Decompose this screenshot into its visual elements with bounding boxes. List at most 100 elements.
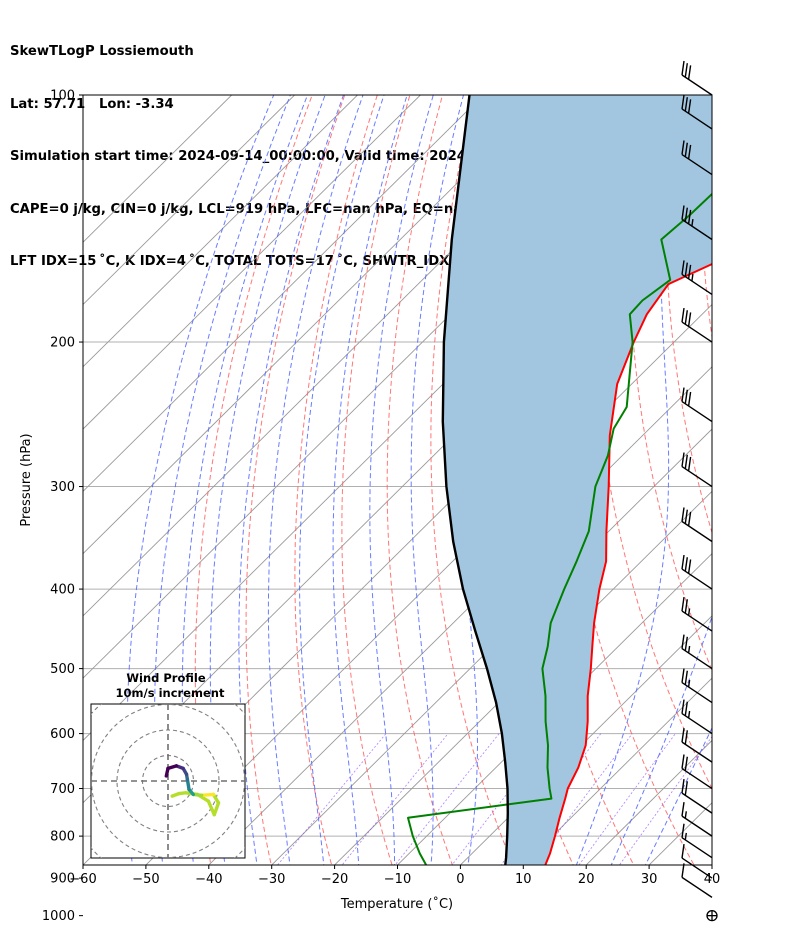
moist-adiabat: [238, 95, 344, 865]
barb-feather: [681, 260, 685, 275]
isotherm: [83, 95, 547, 555]
barb-feather: [684, 97, 688, 112]
barb-staff: [681, 108, 713, 130]
dry-adiabat: [245, 95, 346, 865]
hodograph-rings: [91, 704, 245, 858]
barb-staff: [681, 273, 713, 296]
barb-feather: [684, 310, 688, 325]
isotherm: [522, 677, 712, 865]
barb-feather: [684, 207, 688, 222]
wind-barb: [681, 754, 713, 790]
dry-adiabat: [294, 95, 378, 865]
dry-adiabat: [553, 95, 695, 865]
barb-feather: [684, 756, 688, 771]
barb-feather: [681, 507, 685, 522]
barb-feather: [684, 389, 688, 404]
barb-feather: [687, 144, 692, 160]
barb-feather: [681, 387, 685, 402]
barb-feather: [687, 559, 692, 574]
barb-staff: [681, 837, 713, 859]
wind-barb: [681, 843, 713, 879]
y-tick-label: 1000: [42, 909, 75, 924]
barb-feather: [681, 699, 685, 714]
barb-staff: [681, 648, 713, 670]
hodograph-trace: [164, 764, 221, 817]
mixing-ratio-line: [619, 735, 712, 865]
x-tick-label: 10: [515, 872, 532, 887]
dry-adiabat: [700, 95, 712, 341]
barb-feather: [681, 554, 685, 570]
barb-feather: [681, 60, 685, 76]
barb-feather: [684, 636, 688, 651]
x-tick-label: 20: [578, 872, 595, 887]
barb-staff: [681, 520, 713, 543]
hodograph-segment: [164, 766, 170, 778]
barb-staff: [681, 741, 713, 763]
barb-staff: [681, 857, 713, 879]
barb-feather: [681, 634, 685, 649]
isotherm: [83, 95, 484, 492]
wind-barb: [681, 140, 713, 176]
x-tick-label: −40: [195, 872, 222, 887]
inset-subtitle: 10m/s increment: [116, 686, 225, 700]
barb-feather: [687, 391, 692, 407]
wind-barbs: [681, 60, 718, 922]
cape-shading: [442, 95, 712, 865]
y-tick-label: 300: [50, 480, 75, 495]
y-tick-label: 200: [50, 336, 75, 351]
wind-barb: [681, 387, 713, 423]
barb-feather: [681, 843, 685, 859]
barb-half-feather: [691, 273, 694, 282]
wind-barb: [681, 94, 713, 130]
wind-barb: [681, 634, 713, 670]
barb-feather: [684, 142, 688, 157]
isotherm: [83, 95, 358, 368]
moist-adiabat: [458, 95, 500, 865]
barb-feather: [687, 65, 692, 80]
x-tick-label: 40: [704, 872, 721, 887]
barb-staff: [681, 153, 713, 176]
y-axis-ticks: 100 200 300 400 500 600 700 800 900 1000: [42, 89, 83, 924]
barb-feather: [684, 670, 688, 685]
barb-feather: [681, 596, 685, 612]
y-tick-label: 100: [50, 89, 75, 104]
barb-staff: [681, 400, 713, 423]
temperature-line: [544, 262, 712, 865]
barb-feather: [684, 781, 688, 796]
barb-staff: [681, 815, 713, 837]
isotherm: [83, 95, 295, 306]
x-axis-ticks: −60 −50 −40 −30 −20 −10 0 10 20 30 40: [69, 865, 720, 887]
x-tick-label: −10: [384, 872, 411, 887]
hodograph-segment: [199, 792, 216, 798]
parcel-line: [441, 95, 509, 865]
wind-barb: [681, 452, 713, 488]
barb-staff: [681, 610, 713, 632]
barb-feather: [687, 99, 692, 114]
barb-feather: [681, 779, 685, 794]
x-tick-label: −30: [258, 872, 285, 887]
barb-staff: [681, 681, 713, 704]
barb-half-feather: [687, 710, 691, 719]
moist-adiabat: [267, 95, 364, 865]
isotherm: [333, 490, 712, 865]
y-tick-label: 600: [50, 727, 75, 742]
barb-staff: [681, 713, 713, 735]
mixing-ratio-line: [533, 733, 633, 865]
barb-staff: [681, 465, 713, 488]
wind-barb: [681, 507, 713, 543]
barb-feather: [684, 557, 688, 572]
barb-feather: [684, 262, 688, 277]
wind-barb: [681, 668, 713, 704]
x-tick-label: 0: [456, 872, 464, 887]
wind-barb: [681, 728, 713, 763]
barb-staff: [681, 876, 713, 898]
location-line: Lat: 57.71 Lon: -3.34: [10, 96, 174, 112]
barb-staff: [681, 218, 713, 241]
barb-staff: [681, 321, 713, 343]
mixing-ratio-line: [451, 733, 555, 865]
isotherm: [83, 95, 421, 430]
barb-half-feather: [687, 645, 691, 654]
hodograph-segment: [212, 801, 221, 817]
barb-feather: [681, 823, 685, 838]
barb-feather: [684, 730, 688, 745]
